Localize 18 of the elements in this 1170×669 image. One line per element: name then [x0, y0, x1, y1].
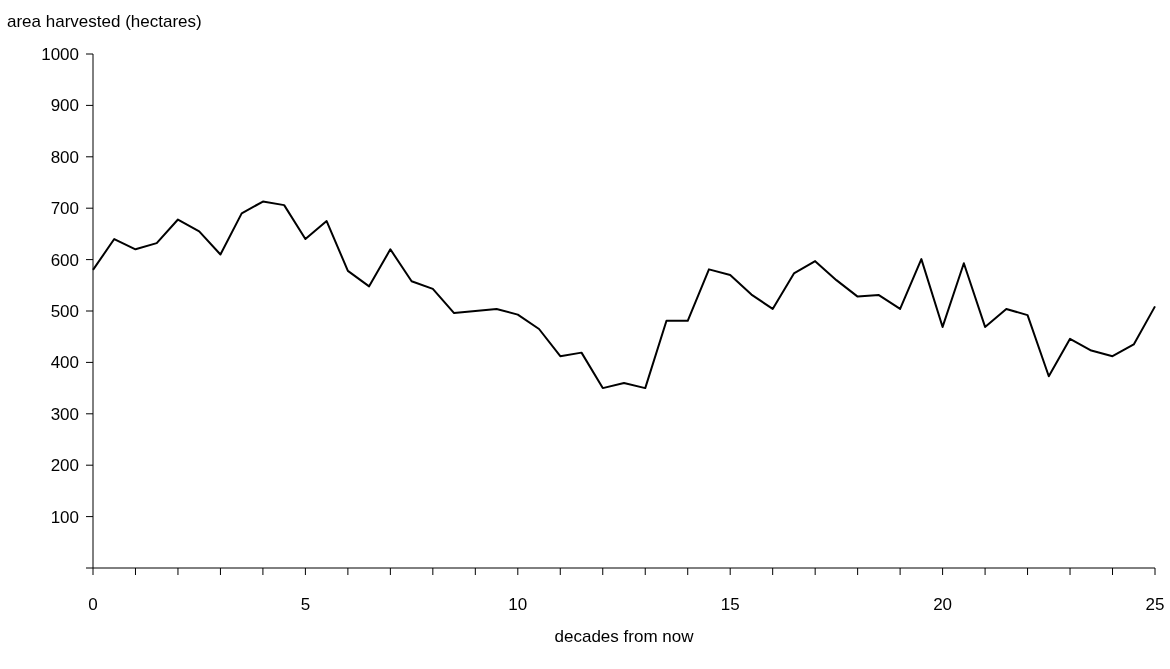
x-tick-label: 25: [1145, 595, 1165, 614]
y-tick-label: 500: [50, 301, 79, 321]
y-tick-label: 600: [50, 250, 79, 270]
x-tick-label: 10: [508, 595, 528, 614]
x-tick-label: 15: [720, 595, 740, 614]
x-tick-label: 5: [300, 595, 311, 614]
y-tick-label: 700: [50, 199, 79, 219]
y-tick-label: 200: [50, 456, 79, 476]
y-tick-label: 900: [50, 96, 79, 116]
y-tick-label: 400: [50, 353, 79, 373]
x-tick-label: 20: [933, 595, 953, 614]
x-axis-title: decades from now: [554, 627, 695, 646]
y-tick-label: 100: [50, 507, 79, 527]
x-tick-label: 0: [88, 595, 98, 614]
y-axis-title: area harvested (hectares): [7, 12, 202, 31]
y-tick-label: 1000: [41, 44, 79, 64]
y-tick-label: 800: [50, 147, 79, 167]
y-tick-label: 300: [50, 404, 79, 424]
